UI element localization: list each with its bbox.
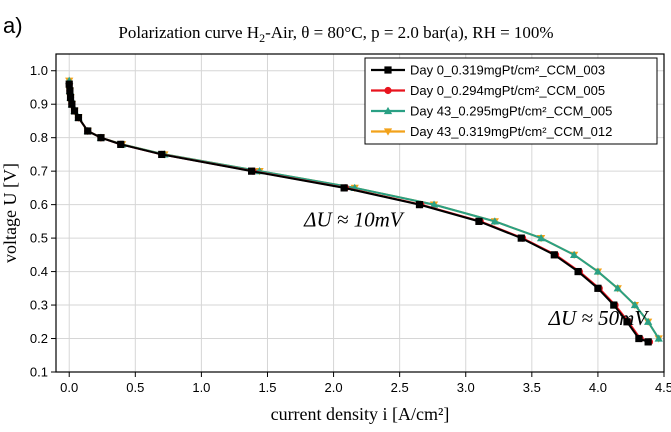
title-pre: Polarization curve H — [118, 23, 259, 42]
legend-item: Day 0_0.294mgPt/cm²_CCM_005 — [371, 83, 605, 98]
y-tick-label: 0.2 — [30, 331, 48, 346]
data-point — [415, 201, 424, 209]
data-point — [643, 317, 653, 325]
data-point — [97, 134, 105, 142]
data-point — [340, 184, 348, 192]
x-tick-label: 3.5 — [523, 380, 541, 395]
series-1 — [65, 80, 652, 346]
data-point — [613, 284, 622, 292]
data-point — [593, 267, 603, 275]
x-axis-label: current density i [A/cm²] — [271, 404, 450, 424]
y-tick-label: 0.5 — [30, 231, 48, 246]
data-point — [623, 318, 631, 326]
panel-label: a) — [3, 13, 23, 38]
data-point — [383, 128, 393, 136]
y-tick-label: 0.9 — [30, 97, 48, 112]
x-tick-label: 0.0 — [60, 380, 78, 395]
data-point — [569, 250, 579, 258]
legend-item: Day 43_0.319mgPt/cm²_CCM_012 — [371, 124, 612, 139]
data-point — [383, 106, 393, 115]
x-tick-label: 0.5 — [126, 380, 144, 395]
y-tick-label: 0.3 — [30, 298, 48, 313]
data-point — [475, 217, 483, 225]
data-point — [654, 334, 663, 342]
y-tick-label: 0.4 — [30, 264, 48, 279]
y-tick-label: 1.0 — [30, 63, 48, 78]
plot-frame — [55, 53, 665, 373]
axes: 0.0 0.5 1.0 1.5 2.0 2.5 3.0 3.5 4.0 4.5 0.1 0.2 0.3 0… — [30, 63, 671, 395]
x-tick-label: 4.5 — [655, 380, 671, 395]
series-layer — [65, 76, 663, 346]
x-tick-label: 1.0 — [192, 380, 210, 395]
data-point — [117, 140, 125, 148]
data-point — [74, 114, 83, 122]
x-tick-label: 3.0 — [457, 380, 475, 395]
y-tick-label: 0.1 — [30, 365, 48, 380]
legend-label: Day 43_0.295mgPt/cm²_CCM_005 — [410, 104, 612, 119]
y-tick-label: 0.6 — [30, 197, 48, 212]
annotations: ΔU ≈ 10mV ΔU ≈ 50mV — [303, 207, 649, 330]
delta-u-annotation: ΔU ≈ 50mV — [548, 306, 650, 330]
delta-u-annotation: ΔU ≈ 10mV — [303, 207, 405, 231]
data-point — [84, 127, 92, 135]
data-point — [550, 251, 558, 259]
data-point — [644, 338, 652, 346]
data-point — [429, 200, 439, 208]
legend-box — [364, 57, 658, 145]
data-point — [248, 167, 256, 175]
data-point — [574, 267, 582, 276]
data-point — [384, 86, 392, 95]
data-point — [68, 100, 76, 108]
data-point — [490, 217, 499, 225]
x-tick-label: 4.0 — [589, 380, 607, 395]
data-point — [70, 107, 79, 115]
data-point — [65, 80, 73, 88]
chart-title: Polarization curve H2-Air, θ = 80°C, p =… — [118, 23, 553, 45]
title-post: -Air, θ = 80°C, p = 2.0 bar(a), RH = 100… — [265, 23, 554, 42]
y-tick-label: 0.7 — [30, 164, 48, 179]
x-tick-label: 1.5 — [258, 380, 276, 395]
data-point — [517, 234, 525, 242]
legend-label: Day 0_0.294mgPt/cm²_CCM_005 — [410, 83, 605, 98]
legend-item: Day 43_0.295mgPt/cm²_CCM_005 — [371, 104, 612, 119]
data-point — [158, 150, 166, 159]
data-point — [635, 334, 643, 343]
legend-label: Day 0_0.319mgPt/cm²_CCM_003 — [410, 63, 605, 78]
legend-item: Day 0_0.319mgPt/cm²_CCM_003 — [371, 63, 605, 78]
data-point — [630, 300, 640, 309]
y-tick-label: 0.8 — [30, 130, 48, 145]
data-point — [536, 233, 546, 242]
data-point — [66, 93, 75, 102]
title-subscript: 2 — [259, 31, 265, 45]
data-point — [66, 87, 74, 95]
x-tick-label: 2.5 — [391, 380, 409, 395]
data-point — [594, 284, 602, 292]
legend-label: Day 43_0.319mgPt/cm²_CCM_012 — [410, 124, 612, 139]
legend: Day 0_0.319mgPt/cm²_CCM_003 Day 0_0.294mg… — [364, 57, 658, 145]
y-axis-label: voltage U [V] — [0, 163, 20, 263]
x-tick-label: 2.0 — [325, 380, 343, 395]
data-point — [384, 66, 392, 74]
data-point — [610, 301, 618, 309]
